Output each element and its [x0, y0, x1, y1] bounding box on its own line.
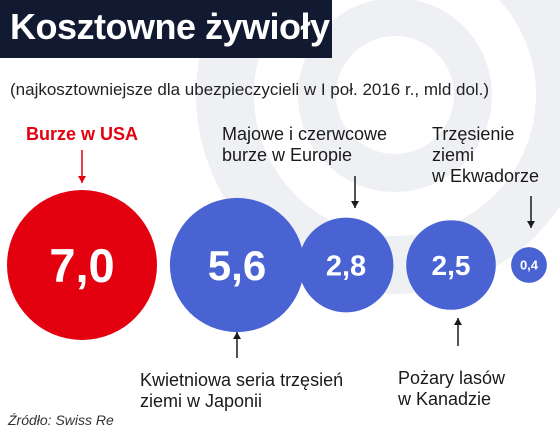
- bubble-japan-earthquakes: [169, 197, 305, 333]
- value-label-europe-storms: 2,8: [326, 250, 366, 282]
- category-label-line: Trzęsienie: [432, 124, 515, 144]
- category-label-line: Majowe i czerwcowe: [222, 124, 388, 144]
- bubble-europe-storms: [298, 217, 394, 313]
- value-label-usa-storms: 7,0: [49, 239, 114, 292]
- category-label-line: ziemi w Japonii: [140, 391, 263, 411]
- category-label-ecuador-earthquake: Trzęsienie ziemi w Ekwadorze: [432, 124, 539, 187]
- category-label-line: Kwietniowa seria trzęsień: [140, 370, 344, 390]
- chart-title: Kosztowne żywioły: [10, 6, 330, 47]
- category-label-canada-wildfires: Pożary lasów w Kanadzie: [398, 368, 505, 410]
- arrow-head: [233, 332, 241, 339]
- bubble-usa-storms: [7, 190, 157, 340]
- category-label-japan-earthquakes: Kwietniowa seria trzęsień ziemi w Japoni…: [140, 370, 343, 412]
- arrow-head: [351, 201, 359, 208]
- value-label-japan-earthquakes: 5,6: [208, 242, 266, 289]
- category-label-usa-storms: Burze w USA: [26, 124, 138, 145]
- category-label-line: w Kanadzie: [398, 389, 492, 409]
- source-note: Źródło: Swiss Re: [8, 412, 114, 428]
- bubble-canada-wildfires: [406, 220, 496, 310]
- arrow-head: [78, 176, 86, 183]
- arrow-head: [454, 318, 462, 325]
- category-label-line: ziemi: [432, 145, 475, 165]
- category-label-line: Pożary lasów: [398, 368, 506, 388]
- arrow-head: [527, 221, 535, 228]
- title-bar: Kosztowne żywioły: [0, 0, 332, 58]
- chart-subtitle: (najkosztowniejsze dla ubezpieczycieli w…: [10, 80, 490, 99]
- category-label-line: w Ekwadorze: [432, 166, 540, 186]
- bubble-ecuador-earthquake: [511, 247, 547, 283]
- value-label-canada-wildfires: 2,5: [432, 250, 471, 281]
- category-label-line: Burze w USA: [26, 124, 139, 144]
- category-label-line: burze w Europie: [222, 145, 353, 165]
- value-label-ecuador-earthquake: 0,4: [520, 258, 539, 273]
- category-label-europe-storms: Majowe i czerwcowe burze w Europie: [222, 124, 387, 166]
